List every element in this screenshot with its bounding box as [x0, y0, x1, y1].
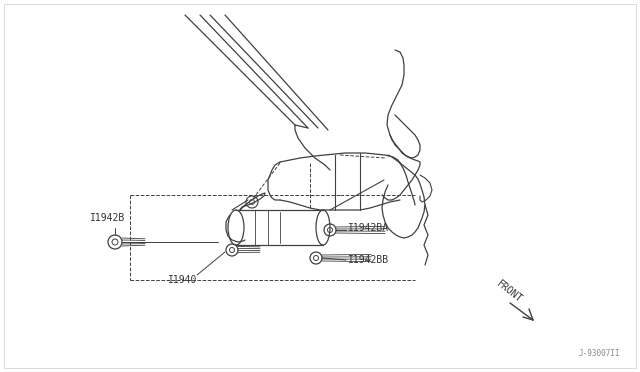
Text: I1942BB: I1942BB	[348, 255, 389, 265]
Text: I1942B: I1942B	[90, 213, 125, 223]
Text: I1942BA: I1942BA	[348, 223, 389, 233]
Text: J-93007II: J-93007II	[579, 349, 620, 358]
Text: FRONT: FRONT	[495, 279, 524, 305]
Text: I1940: I1940	[168, 275, 197, 285]
